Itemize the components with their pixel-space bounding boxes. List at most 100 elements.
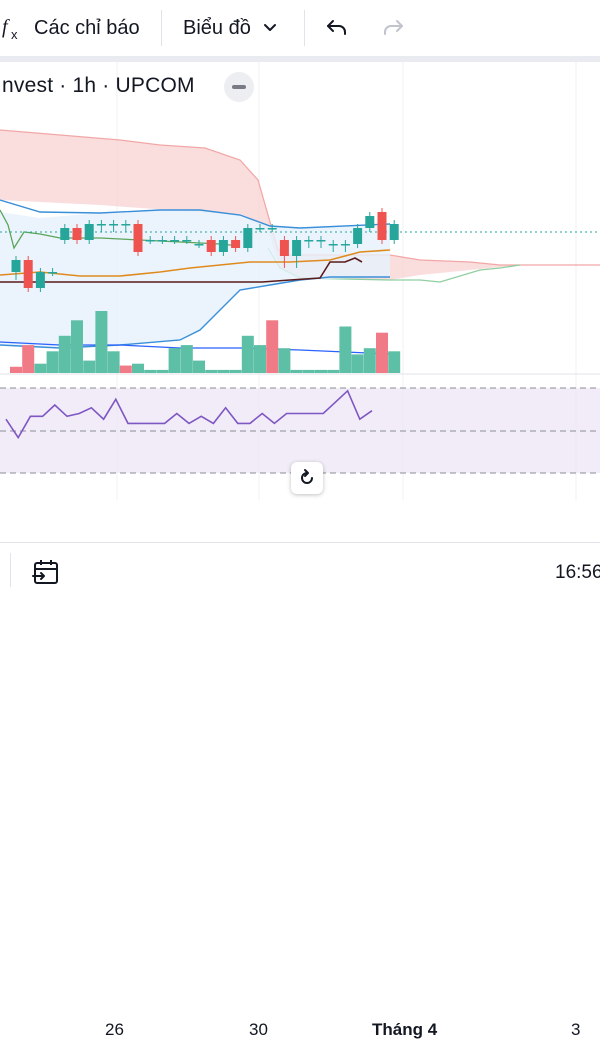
fx-icon: f x xyxy=(2,16,18,42)
volume-bar xyxy=(327,369,340,373)
volume-bar xyxy=(302,369,315,373)
volume-bar xyxy=(290,369,303,373)
svg-text:x: x xyxy=(11,27,18,42)
candle-body xyxy=(218,240,228,252)
candle xyxy=(194,240,204,248)
candle xyxy=(389,220,399,244)
candle-body xyxy=(133,224,143,252)
candle-body xyxy=(279,240,289,256)
candle-body xyxy=(365,216,375,228)
volume-bar xyxy=(58,335,71,373)
candle-body xyxy=(267,228,277,230)
candle xyxy=(231,236,241,252)
ma-green-lag xyxy=(0,209,241,250)
candle-body xyxy=(60,228,70,240)
volume-bar xyxy=(168,348,181,373)
volume-bar xyxy=(22,345,35,373)
candle-body xyxy=(340,244,350,246)
collapse-legend-button[interactable] xyxy=(224,72,254,102)
undo-icon xyxy=(327,20,346,35)
candle-body xyxy=(157,240,167,242)
candle xyxy=(35,268,45,292)
candle xyxy=(206,236,216,256)
candle xyxy=(170,236,180,244)
bottom-divider xyxy=(10,553,11,587)
candle-body xyxy=(377,212,387,240)
candle xyxy=(267,224,277,232)
candle xyxy=(121,220,131,232)
candle-body xyxy=(84,224,94,240)
volume-bar xyxy=(83,360,96,373)
candle-body xyxy=(292,240,302,256)
candle xyxy=(145,236,155,244)
clock-time[interactable]: 16:56 xyxy=(555,562,600,583)
volume-bar xyxy=(10,366,22,373)
candle xyxy=(304,236,314,248)
candle-body xyxy=(72,228,82,240)
volume-bar xyxy=(266,320,279,373)
ma-orange xyxy=(0,249,391,277)
volume-bar xyxy=(156,369,169,373)
volume-bar xyxy=(351,354,364,373)
volume-bar xyxy=(376,332,388,373)
reset-chart-button[interactable] xyxy=(291,462,323,494)
candle-body xyxy=(48,272,58,274)
candle xyxy=(243,224,253,252)
candle xyxy=(353,224,363,248)
volume-bar xyxy=(229,369,242,373)
candle xyxy=(11,256,21,280)
volume-bar xyxy=(107,351,120,373)
candle-body xyxy=(304,240,314,242)
price-chart[interactable] xyxy=(0,62,600,500)
toolbar-divider xyxy=(161,10,162,46)
toolbar-shadow xyxy=(0,56,600,62)
volume-bar xyxy=(34,363,47,373)
candle-body xyxy=(11,260,21,272)
volume-bar xyxy=(388,351,401,373)
candle xyxy=(23,256,33,292)
candles xyxy=(11,208,399,292)
bollinger-upper xyxy=(0,199,391,229)
volume-bar xyxy=(241,335,254,373)
refresh-icon xyxy=(301,469,313,484)
chart-type-label: Biểu đồ xyxy=(183,16,251,39)
undo-button[interactable] xyxy=(324,0,350,56)
volume-bar xyxy=(132,363,144,373)
symbol-legend-title[interactable]: Invest · 1h · UPCOM xyxy=(0,74,195,97)
redo-button[interactable] xyxy=(380,0,406,56)
candle xyxy=(84,220,94,244)
candle xyxy=(292,236,302,268)
candle xyxy=(48,268,58,276)
time-axis[interactable]: 26 30 Tháng 4 3 xyxy=(0,506,600,1039)
indicators-label: Các chỉ báo xyxy=(34,16,140,39)
x-tick-label: 26 xyxy=(105,1020,124,1039)
candle-body xyxy=(194,244,204,246)
volume-bar xyxy=(205,369,218,373)
volume-bar xyxy=(278,348,291,373)
chart-type-button[interactable]: Biểu đồ xyxy=(183,0,281,56)
candle xyxy=(96,220,106,232)
candle-body xyxy=(255,228,265,230)
x-tick-label: Tháng 4 xyxy=(372,1020,438,1039)
rsi-line xyxy=(5,389,373,440)
svg-text:f: f xyxy=(2,16,10,38)
date-range-icon[interactable] xyxy=(31,557,61,587)
candle-body xyxy=(170,240,180,242)
candle-body xyxy=(23,260,33,288)
candle xyxy=(377,208,387,244)
volume-bar xyxy=(95,311,108,373)
volume-bar xyxy=(339,326,352,373)
candle-body xyxy=(206,240,216,252)
volume-bar xyxy=(217,369,230,373)
candle-body xyxy=(145,240,155,242)
candle-body xyxy=(35,272,45,288)
candle xyxy=(218,236,228,256)
indicators-button[interactable]: f x Các chỉ báo xyxy=(0,0,140,56)
volume-bar xyxy=(71,320,83,373)
top-toolbar: f x Các chỉ báo Biểu đồ xyxy=(0,0,600,56)
volume-bar xyxy=(315,369,327,373)
candle-body xyxy=(243,228,253,248)
volume-bar xyxy=(144,369,157,373)
candle xyxy=(255,224,265,232)
candle xyxy=(157,236,167,244)
